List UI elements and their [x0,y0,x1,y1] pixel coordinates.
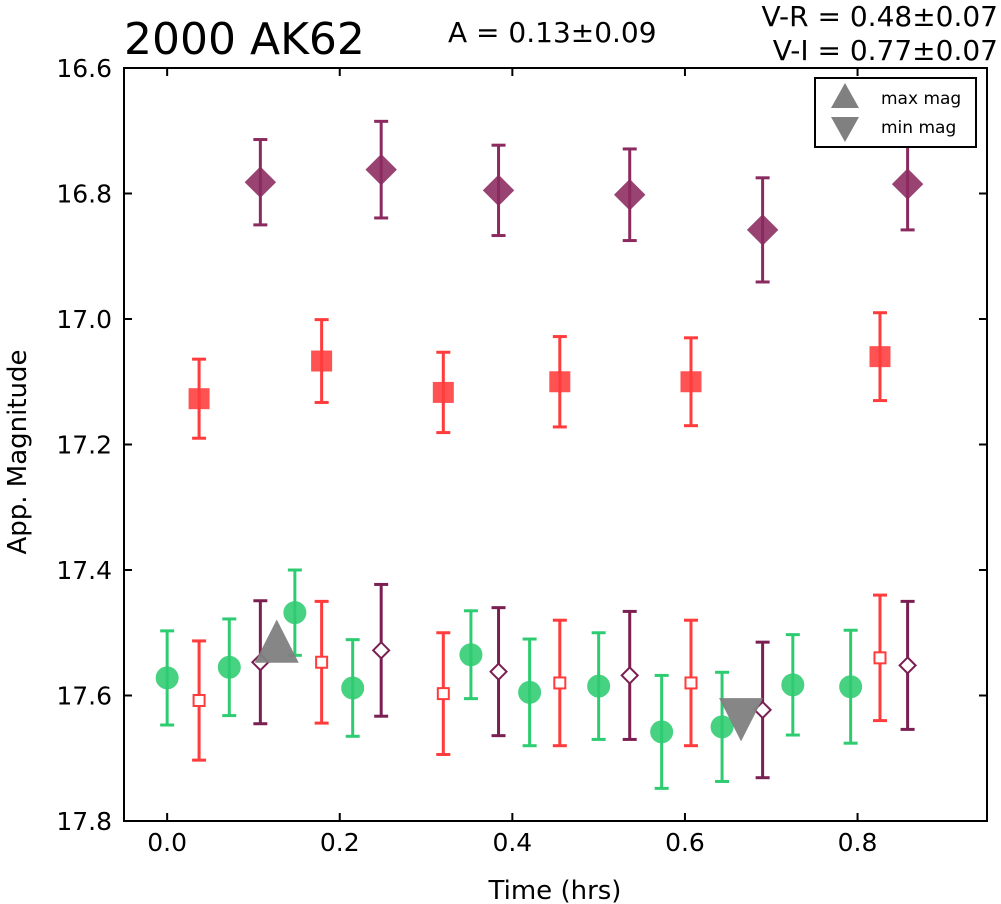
data-point-diamond [365,153,397,186]
data-point-open-square [192,694,206,708]
legend-label: max mag [881,89,961,109]
data-point-square [549,371,571,393]
amplitude-label: A = 0.13±0.09 [448,16,657,49]
y-tick-label: 17.8 [56,807,112,836]
data-point-circle [155,666,179,690]
x-axis-label: Time (hrs) [488,876,622,904]
v-r-color-label: V-R = 0.48±0.07 [761,0,998,33]
x-tick-label: 0.4 [492,828,532,857]
legend-label: min mag [881,118,956,138]
x-tick-label: 0.0 [147,828,187,857]
y-tick-label: 17.6 [56,682,112,711]
data-point-circle [839,675,863,699]
data-point-diamond [482,174,515,207]
data-point-open-square [684,676,698,690]
y-tick-label: 16.8 [56,180,112,209]
max-mag-marker [254,619,299,663]
data-point-open-diamond [489,662,508,682]
data-point-open-diamond [898,655,918,675]
triangle-down-icon [831,117,859,142]
axes: 0.0 0.2 0.4 0.6 0.8 16.6 16.8 17.0 17.2 17.4 17.6 1… [56,54,987,857]
chart-title: 2000 AK62 [124,14,365,65]
data-point-diamond [614,179,646,211]
data-point-square [188,388,210,410]
y-tick-label: 17.4 [56,556,112,585]
data-point-circle [650,720,674,744]
data-point-circle [710,715,734,739]
data-point-circle [587,674,611,698]
x-tick-label: 0.6 [665,828,705,857]
data-point-circle [341,676,365,700]
y-tick-label: 17.2 [56,431,112,460]
x-tick-label: 0.8 [838,828,878,857]
legend: max mag min mag [814,77,977,148]
data-point-open-square [315,655,329,669]
data-point-square [869,346,891,368]
data-point-square [680,371,702,393]
data-point-square [311,350,333,372]
data-point-open-diamond [371,640,391,660]
data-point-open-diamond [620,666,640,685]
data-point-circle [283,601,307,625]
triangle-up-icon [831,83,859,108]
data-point-circle [518,680,542,704]
data-point-open-square [873,651,887,665]
data-point-diamond [746,214,779,246]
data-point-circle [217,655,241,679]
data-point-open-square [436,687,450,701]
data-point-circle [781,673,805,697]
x-tick-label: 0.2 [320,828,360,857]
data-point-square [432,381,454,403]
y-tick-label: 17.0 [56,305,112,334]
data-point-open-square [553,676,567,690]
y-axis-label: App. Magnitude [3,349,33,554]
data-point-diamond [244,166,277,198]
data-marks [155,119,924,790]
data-point-diamond [891,168,924,200]
v-i-color-label: V-I = 0.77±0.07 [772,34,998,67]
y-tick-label: 16.6 [56,54,112,83]
data-point-circle [459,643,483,667]
min-mag-marker [719,698,764,742]
